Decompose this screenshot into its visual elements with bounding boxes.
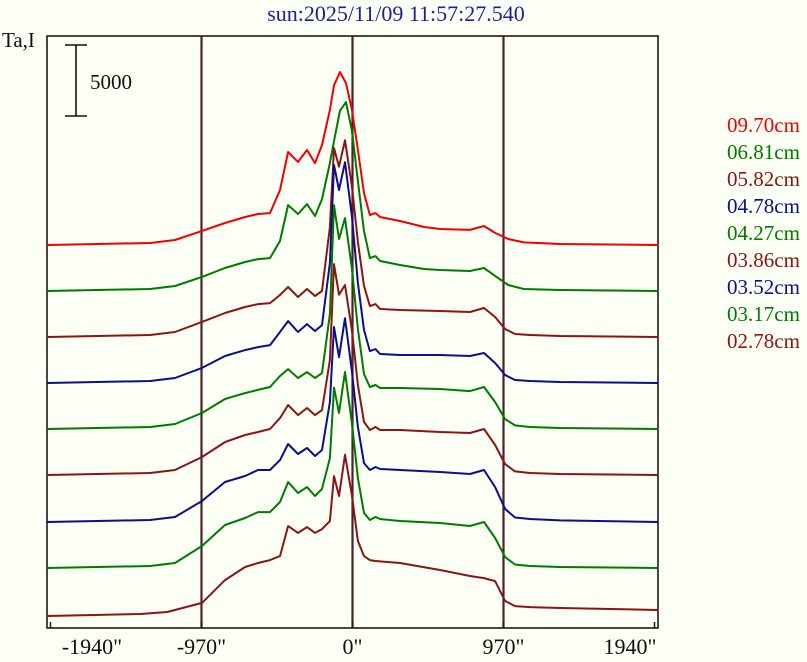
scan-curve-03.17cm [46, 371, 659, 569]
x-tick-label-1940: 1940" [604, 634, 657, 659]
legend-label-02.78cm: 02.78cm [727, 329, 800, 353]
legend-label-05.82cm: 05.82cm [727, 167, 800, 191]
scan-curve-03.86cm [46, 263, 659, 476]
scan-curve-09.70cm [46, 71, 659, 246]
scan-curve-06.81cm [46, 101, 659, 292]
intensity-scale-bar [65, 44, 87, 117]
legend-label-06.81cm: 06.81cm [727, 140, 800, 164]
y-axis-label: Ta,I [2, 28, 35, 52]
x-axis: -1940" -970" 0" 970" 1940" [49, 622, 657, 659]
x-tick-label--970: -970" [177, 634, 226, 659]
legend-label-04.27cm: 04.27cm [727, 221, 800, 245]
wavelength-legend: 09.70cm 06.81cm 05.82cm 04.78cm 04.27cm 03.86… [727, 113, 800, 353]
legend-label-09.70cm: 09.70cm [727, 113, 800, 137]
scan-curve-04.27cm [46, 204, 659, 430]
plot-title: sun:2025/11/09 11:57:27.540 [267, 1, 525, 26]
scan-curve-03.52cm [46, 317, 659, 523]
scan-curve-02.78cm [46, 453, 659, 617]
legend-label-03.17cm: 03.17cm [727, 302, 800, 326]
scan-curves [46, 71, 659, 617]
scale-bar-value: 5000 [90, 70, 132, 94]
x-tick-label-0: 0" [343, 634, 363, 659]
x-tick-label-970: 970" [483, 634, 525, 659]
x-tick-label--1940: -1940" [62, 634, 122, 659]
scan-curve-05.82cm [46, 139, 659, 338]
legend-label-04.78cm: 04.78cm [727, 194, 800, 218]
legend-label-03.86cm: 03.86cm [727, 248, 800, 272]
scan-curve-04.78cm [46, 161, 659, 384]
legend-label-03.52cm: 03.52cm [727, 275, 800, 299]
